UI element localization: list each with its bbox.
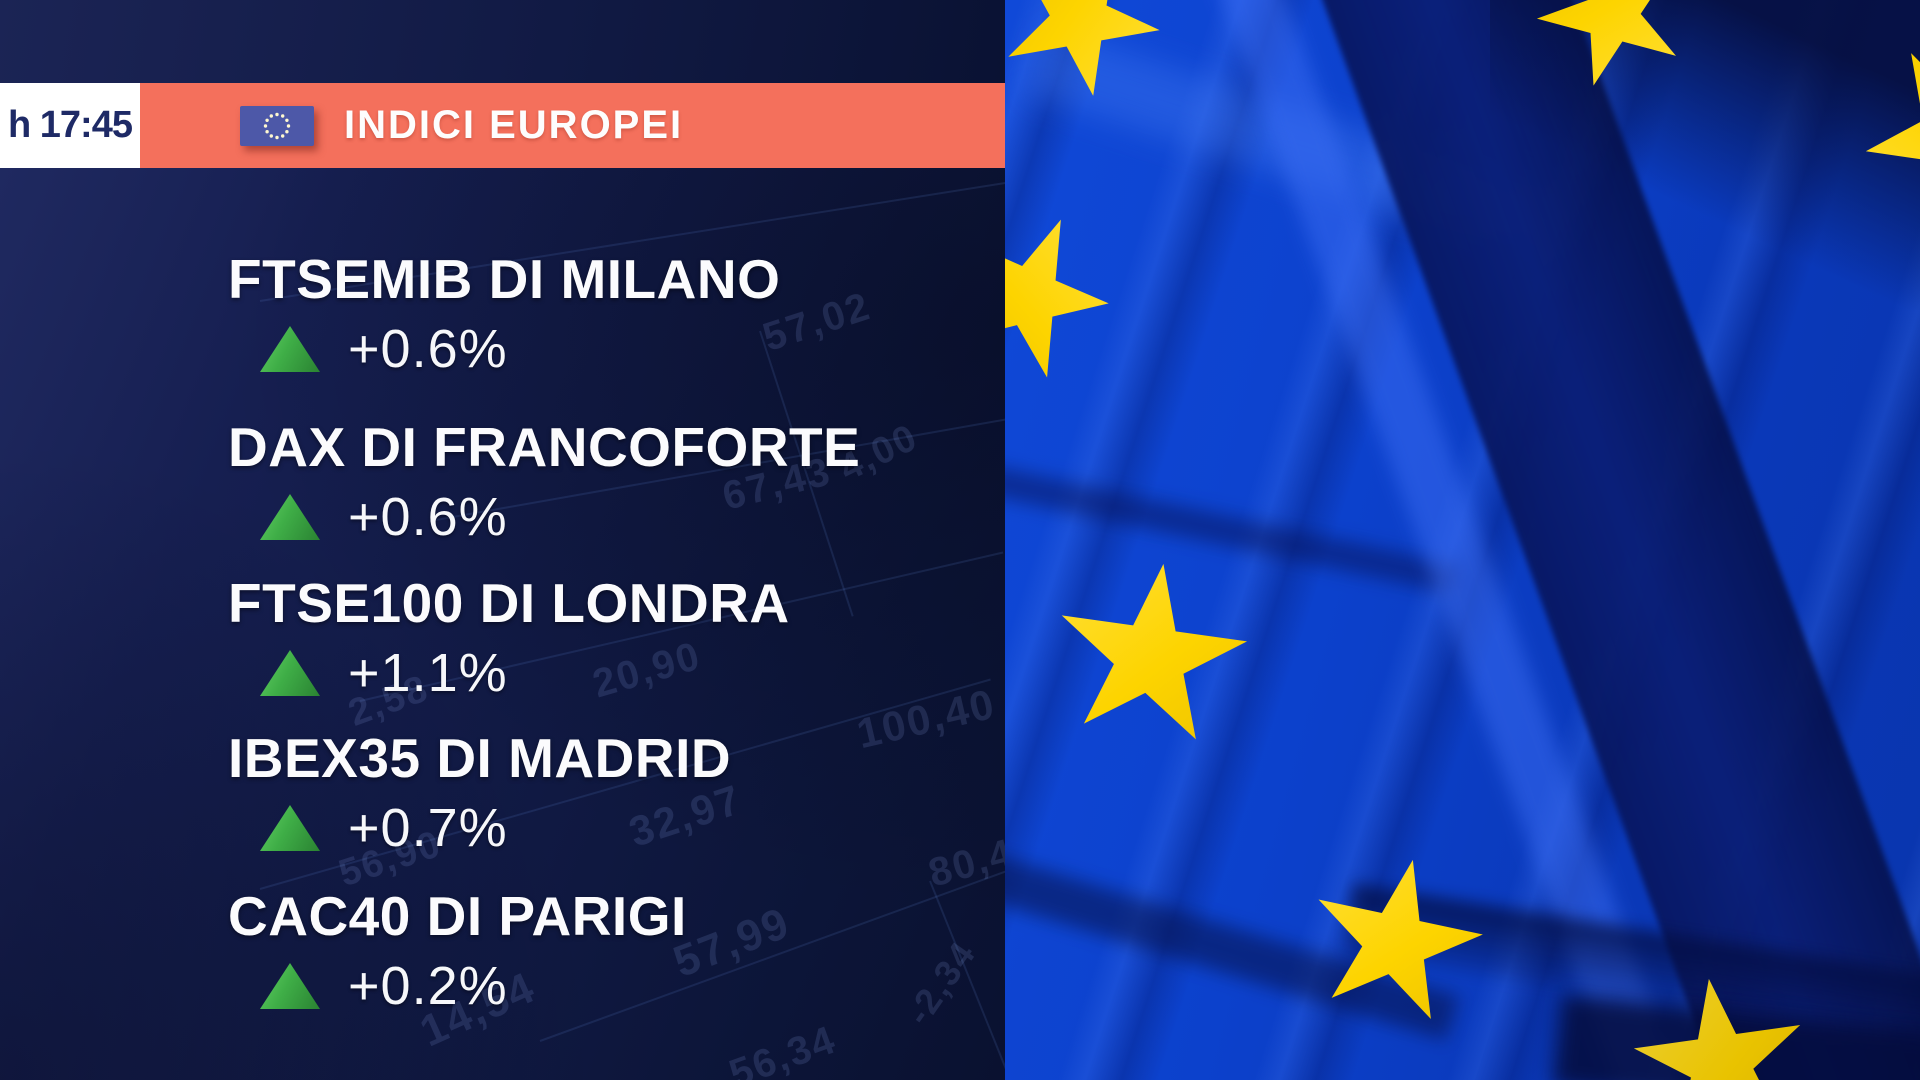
- page-title: INDICI EUROPEI: [344, 103, 684, 147]
- index-change-value: +0.6%: [348, 319, 508, 379]
- eu-flag-icon: [240, 105, 314, 146]
- title-bar: INDICI EUROPEI: [140, 83, 1005, 168]
- panel-shading: [0, 0, 1005, 1080]
- index-change-value: +0.6%: [348, 487, 508, 547]
- time-box: h 17:45: [0, 83, 140, 168]
- index-change: +0.2%: [260, 956, 687, 1016]
- index-change: +0.7%: [260, 798, 731, 858]
- index-name: DAX DI FRANCOFORTE: [228, 416, 861, 478]
- up-triangle-icon: [260, 326, 320, 372]
- index-name: IBEX35 DI MADRID: [228, 727, 732, 789]
- index-change: +1.1%: [260, 643, 790, 703]
- index-change: +0.6%: [260, 319, 780, 379]
- index-name: FTSEMIB DI MILANO: [228, 248, 781, 310]
- time-label: h 17:45: [8, 104, 133, 146]
- left-panel: 57,02 4,00 67,43 20,90 2,58 100,40 32,97 56,90 8…: [0, 0, 1042, 1080]
- index-row: FTSEMIB DI MILANO +0.6%: [228, 248, 781, 379]
- index-change: +0.6%: [260, 487, 860, 547]
- eu-flag-photo: [1005, 0, 1920, 1080]
- index-name: FTSE100 DI LONDRA: [228, 572, 790, 634]
- index-row: FTSE100 DI LONDRA +1.1%: [228, 572, 790, 703]
- eu-flag-icon-stars: [263, 112, 291, 139]
- up-triangle-icon: [260, 805, 320, 851]
- header-band: h 17:45: [0, 83, 1005, 168]
- top-strip: [0, 0, 1005, 83]
- index-row: CAC40 DI PARIGI +0.2%: [228, 885, 687, 1016]
- index-change-value: +0.7%: [348, 798, 508, 858]
- index-change-value: +1.1%: [348, 643, 508, 703]
- flag-fold-shadow-corner: [1490, 0, 1920, 310]
- up-triangle-icon: [260, 650, 320, 696]
- up-triangle-icon: [260, 494, 320, 540]
- index-row: DAX DI FRANCOFORTE +0.6%: [228, 416, 861, 547]
- index-row: IBEX35 DI MADRID +0.7%: [228, 727, 732, 858]
- up-triangle-icon: [260, 963, 320, 1009]
- index-change-value: +0.2%: [348, 956, 508, 1016]
- index-name: CAC40 DI PARIGI: [228, 885, 687, 947]
